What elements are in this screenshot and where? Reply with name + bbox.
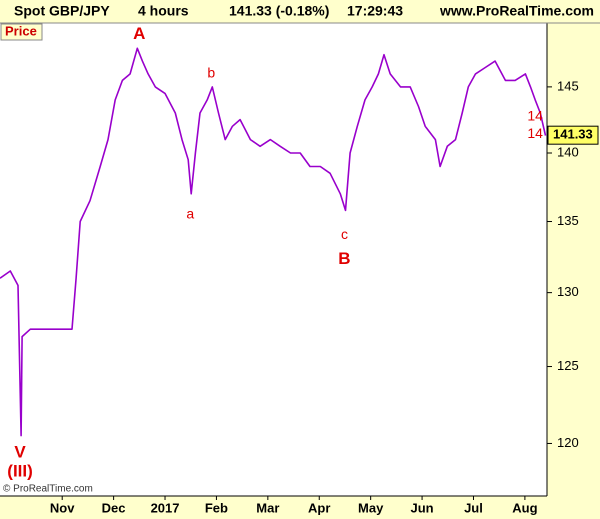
wave-label: V [14,442,26,461]
y-tick-label: 145 [557,78,579,93]
x-tick-label: Aug [512,500,537,515]
panel-label-box [0,23,43,41]
wave-label: 14 [527,125,543,141]
site: www.ProRealTime.com [439,3,594,19]
y-tick-label: 140 [557,144,579,159]
wave-label: B [338,249,350,268]
wave-label: (III) [7,461,33,480]
y-axis-panel [547,23,600,519]
x-tick-label: Feb [205,500,228,515]
x-tick-label: Jul [464,500,483,515]
last-price-box [547,125,599,145]
x-tick-label: 2017 [151,500,180,515]
x-tick-label: Mar [256,500,279,515]
y-tick-label: 130 [557,284,579,299]
panel-label: Price [5,23,37,38]
last-price-label: 141.33 [553,127,593,142]
x-tick-label: Jun [411,500,434,515]
wave-label: b [207,65,215,81]
x-tick-label: Dec [102,500,126,515]
wave-label: a [186,205,194,221]
price-line [0,47,547,437]
y-tick-label: 135 [557,213,579,228]
x-axis-panel [0,496,600,519]
interval: 4 hours [138,3,189,19]
quote: 141.33 (-0.18%) [229,3,329,19]
copyright: © ProRealTime.com [3,484,93,495]
wave-label: A [133,24,145,43]
x-tick-label: Apr [308,500,330,515]
x-tick-label: Nov [50,500,75,515]
y-tick-label: 125 [557,358,579,373]
header-bar [0,0,600,23]
symbol: Spot GBP/JPY [14,3,110,19]
y-tick-label: 120 [557,435,579,450]
wave-label: c [341,226,348,242]
wave-label: 14 [527,108,543,124]
time: 17:29:43 [347,3,403,19]
x-tick-label: May [358,500,384,515]
